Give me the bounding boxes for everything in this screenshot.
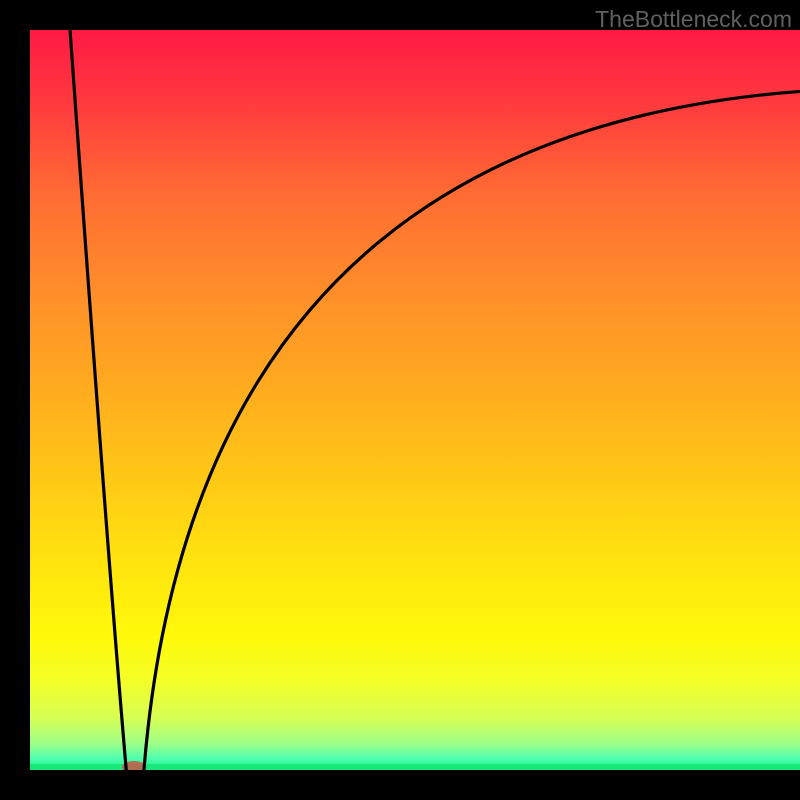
plot-area	[30, 30, 800, 773]
gradient-background	[30, 30, 800, 770]
watermark-text: TheBottleneck.com	[595, 6, 792, 33]
chart-canvas: TheBottleneck.com	[0, 0, 800, 800]
bottleneck-chart-svg	[0, 0, 800, 800]
